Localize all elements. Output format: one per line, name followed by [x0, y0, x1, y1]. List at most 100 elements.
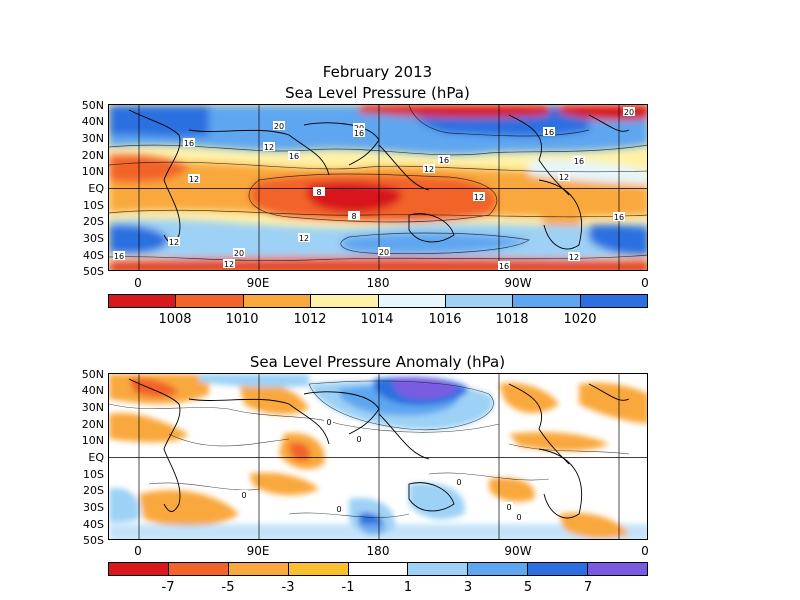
- svg-text:20: 20: [379, 248, 389, 257]
- lat-tick: 40S: [83, 249, 104, 262]
- svg-text:8: 8: [351, 212, 356, 221]
- lat-tick: 30N: [81, 132, 104, 145]
- lat-tick: 40N: [81, 115, 104, 128]
- contour-label: 12: [473, 192, 485, 202]
- contour-label: 0: [454, 477, 463, 487]
- contour-label: 20: [233, 248, 245, 258]
- contour-label: 0: [334, 504, 343, 514]
- contour-label: 12: [298, 233, 310, 243]
- contour-label: 16: [543, 127, 555, 137]
- svg-text:12: 12: [424, 165, 434, 174]
- svg-text:0: 0: [356, 435, 361, 444]
- colorbar-label: 1008: [158, 312, 192, 327]
- lon-tick: 180: [366, 544, 390, 558]
- svg-text:16: 16: [114, 252, 124, 261]
- colorbar-swatch: [513, 295, 581, 307]
- lat-tick: 50S: [83, 534, 104, 547]
- svg-text:0: 0: [456, 478, 461, 487]
- lat-tick: 10N: [81, 434, 104, 447]
- lon-tick: 90W: [504, 544, 532, 558]
- colorbar-swatch: [468, 563, 529, 575]
- contour-label: 20: [378, 247, 390, 257]
- bottom-map-panel: 0 0 0 0 0 0 0: [108, 373, 648, 540]
- colorbar-swatch: [109, 563, 169, 575]
- contour-label: 0: [239, 490, 248, 500]
- colorbar-label: 3: [463, 580, 473, 595]
- svg-text:12: 12: [189, 175, 199, 184]
- bottom-colorbar: [108, 562, 648, 576]
- svg-text:12: 12: [264, 143, 274, 152]
- lat-tick: 20S: [83, 484, 104, 497]
- colorbar-swatch: [168, 563, 229, 575]
- colorbar-label: 5: [523, 580, 533, 595]
- lat-tick: 50N: [81, 99, 104, 112]
- svg-text:0: 0: [241, 491, 246, 500]
- contour-label: 0: [504, 502, 513, 512]
- svg-text:0: 0: [516, 513, 521, 522]
- contour-label: 8: [313, 187, 325, 197]
- lon-tick: 90W: [504, 276, 532, 290]
- colorbar-swatch: [408, 563, 469, 575]
- contour-label: 16: [183, 138, 195, 148]
- lat-tick: 10N: [81, 165, 104, 178]
- contour-label: 16: [573, 156, 585, 166]
- lon-tick: 0: [134, 544, 142, 558]
- contour-label: 16: [498, 261, 510, 271]
- contour-label: 16: [353, 128, 365, 138]
- lat-tick: 50N: [81, 368, 104, 381]
- bottom-panel-title: Sea Level Pressure Anomaly (hPa): [249, 353, 506, 371]
- contour-label: 20: [623, 107, 635, 117]
- lat-tick: 10S: [83, 199, 104, 212]
- svg-text:20: 20: [234, 249, 244, 258]
- contour-label: 20: [273, 121, 285, 131]
- lat-tick: EQ: [88, 451, 104, 464]
- svg-text:16: 16: [184, 139, 194, 148]
- lat-tick: 20S: [83, 215, 104, 228]
- svg-text:0: 0: [506, 503, 511, 512]
- svg-text:12: 12: [169, 238, 179, 247]
- lat-tick: 40S: [83, 518, 104, 531]
- colorbar-label: 1014: [360, 312, 394, 327]
- lat-tick: 50S: [83, 265, 104, 278]
- svg-text:16: 16: [439, 156, 449, 165]
- svg-text:16: 16: [354, 129, 364, 138]
- top-colorbar: [108, 294, 648, 308]
- lat-tick: 30N: [81, 401, 104, 414]
- colorbar-swatch: [228, 563, 289, 575]
- svg-text:16: 16: [574, 157, 584, 166]
- svg-text:8: 8: [316, 188, 321, 197]
- colorbar-label: 1010: [225, 312, 259, 327]
- colorbar-swatch: [311, 295, 379, 307]
- lat-tick: 10S: [83, 468, 104, 481]
- lat-tick: EQ: [88, 182, 104, 195]
- svg-text:12: 12: [224, 260, 234, 269]
- colorbar-swatch: [378, 295, 446, 307]
- colorbar-swatch: [580, 295, 647, 307]
- lat-tick: 30S: [83, 232, 104, 245]
- colorbar-label: -7: [161, 580, 175, 595]
- contour-label: 8: [348, 211, 360, 221]
- lat-tick: 30S: [83, 501, 104, 514]
- svg-text:16: 16: [614, 213, 624, 222]
- contour-label: 12: [168, 237, 180, 247]
- colorbar-label: -3: [281, 580, 295, 595]
- contour-label: 16: [438, 155, 450, 165]
- top-map-panel: 20 20 20 16 16 16 16 16 16 16 12 12 12 1…: [108, 104, 648, 271]
- colorbar-swatch: [288, 563, 349, 575]
- contour-label: 0: [514, 512, 523, 522]
- contour-label: 16: [613, 212, 625, 222]
- svg-text:0: 0: [326, 418, 331, 427]
- contour-label: 16: [288, 151, 300, 161]
- figure-title: February 2013: [322, 63, 433, 81]
- svg-text:16: 16: [499, 262, 509, 271]
- lon-tick: 90E: [246, 276, 270, 290]
- contour-label: 12: [423, 164, 435, 174]
- colorbar-swatch: [445, 295, 514, 307]
- colorbar-swatch: [243, 295, 312, 307]
- contour-label: 0: [324, 417, 333, 427]
- colorbar-swatch: [528, 563, 589, 575]
- contour-label: 12: [558, 172, 570, 182]
- lon-tick: 0: [641, 276, 649, 290]
- svg-text:12: 12: [569, 253, 579, 262]
- colorbar-label: -5: [221, 580, 235, 595]
